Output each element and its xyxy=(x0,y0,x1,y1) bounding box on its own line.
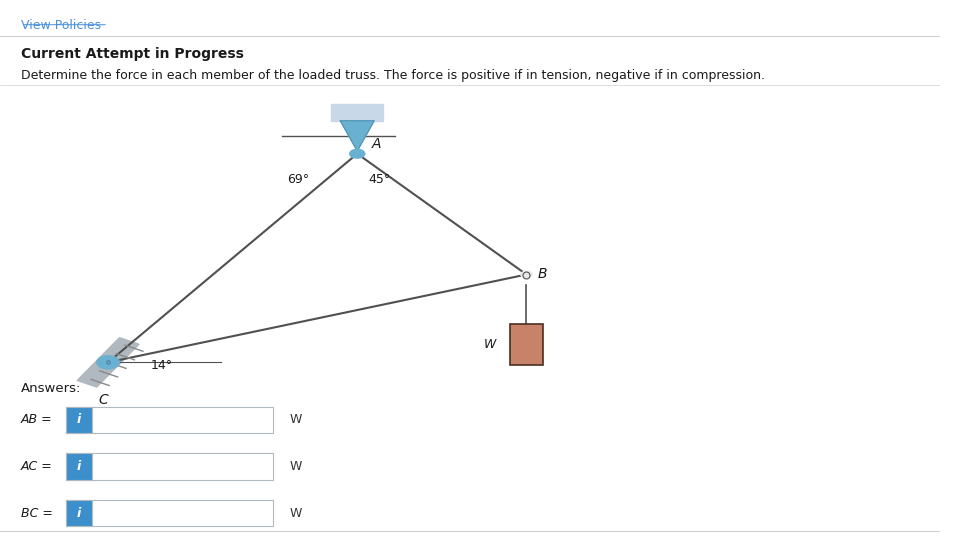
Text: BC =: BC = xyxy=(21,507,53,520)
Polygon shape xyxy=(340,121,375,151)
Circle shape xyxy=(521,271,532,278)
Circle shape xyxy=(97,356,120,369)
FancyBboxPatch shape xyxy=(66,407,92,433)
FancyBboxPatch shape xyxy=(66,500,92,526)
Text: 69°: 69° xyxy=(286,173,308,186)
Text: W: W xyxy=(289,507,302,520)
FancyBboxPatch shape xyxy=(66,500,273,526)
Text: A: A xyxy=(372,137,381,151)
Text: View Policies: View Policies xyxy=(21,19,101,32)
Text: 45°: 45° xyxy=(369,173,391,186)
Text: i: i xyxy=(77,507,81,520)
Text: i: i xyxy=(77,460,81,473)
FancyBboxPatch shape xyxy=(66,453,273,480)
Text: Determine the force in each member of the loaded truss. The force is positive if: Determine the force in each member of th… xyxy=(21,69,764,82)
Text: W: W xyxy=(289,413,302,427)
Text: C: C xyxy=(99,393,108,407)
Bar xyxy=(510,324,543,365)
Text: B: B xyxy=(537,267,547,282)
Text: i: i xyxy=(77,413,81,427)
FancyBboxPatch shape xyxy=(66,407,273,433)
Text: AB =: AB = xyxy=(21,413,53,427)
Text: W: W xyxy=(484,338,496,351)
Text: 14°: 14° xyxy=(150,358,172,372)
Text: W: W xyxy=(289,460,302,473)
Text: Answers:: Answers: xyxy=(21,382,81,395)
Circle shape xyxy=(350,149,365,158)
Text: Current Attempt in Progress: Current Attempt in Progress xyxy=(21,47,243,61)
Bar xyxy=(331,104,383,121)
FancyBboxPatch shape xyxy=(66,453,92,480)
Text: AC =: AC = xyxy=(21,460,53,473)
Polygon shape xyxy=(78,338,139,387)
